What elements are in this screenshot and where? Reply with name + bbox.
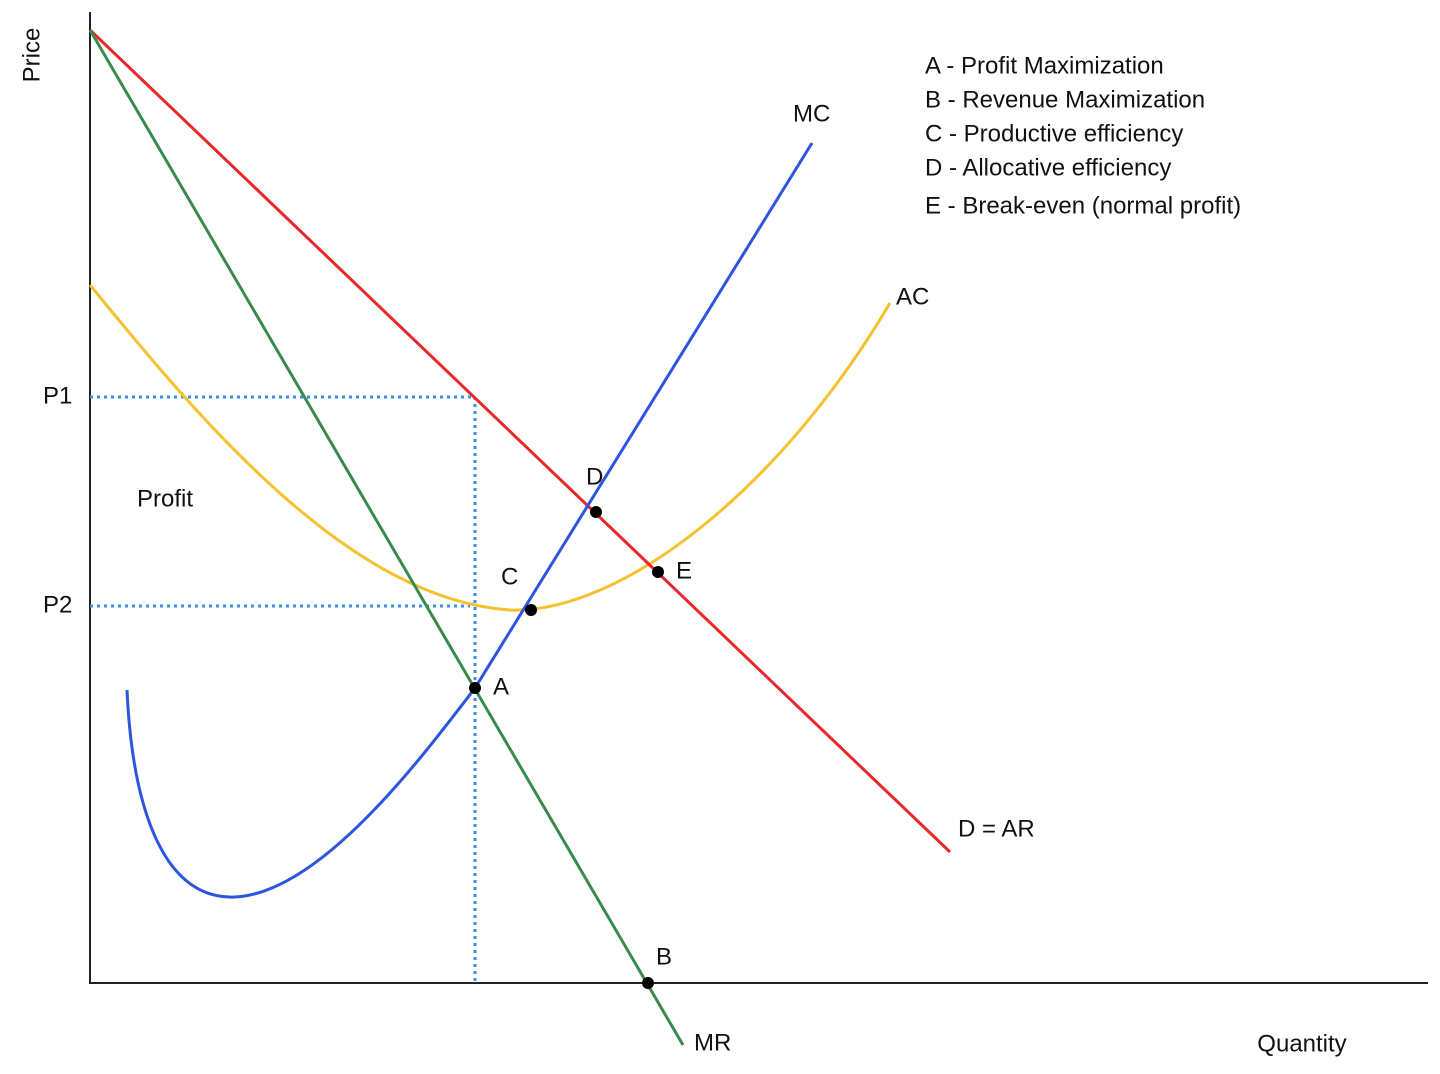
mc-curve — [125, 142, 814, 899]
point-c — [525, 604, 537, 616]
legend-item: C - Productive efficiency — [925, 120, 1183, 147]
ac-curve — [88, 284, 892, 612]
point-e — [652, 566, 664, 578]
point-label: B — [656, 943, 672, 970]
legend-item: A - Profit Maximization — [925, 52, 1164, 79]
price-label: P2 — [43, 591, 72, 618]
point-a — [469, 682, 481, 694]
legend-item: D - Allocative efficiency — [925, 154, 1171, 181]
price-label: P1 — [43, 382, 72, 409]
curve-label: D = AR — [958, 815, 1035, 842]
mr-curve — [88, 29, 685, 1046]
point-label: E — [676, 557, 692, 584]
legend-item: E - Break-even (normal profit) — [925, 192, 1241, 219]
region-label: Profit — [137, 485, 193, 512]
legend-item: B - Revenue Maximization — [925, 86, 1205, 113]
point-label: C — [501, 563, 518, 590]
legend: A - Profit Maximization B - Revenue Maxi… — [925, 52, 1241, 219]
point-b — [642, 977, 654, 989]
curve-label: MC — [793, 100, 830, 127]
demand-curve — [88, 28, 952, 854]
curve-label: MR — [694, 1029, 731, 1056]
x-axis-label: Quantity — [1257, 1030, 1346, 1057]
y-axis-label: Price — [18, 28, 45, 83]
point-d — [590, 506, 602, 518]
point-label: D — [586, 463, 603, 490]
curve-label: AC — [896, 283, 929, 310]
point-label: A — [493, 673, 509, 700]
